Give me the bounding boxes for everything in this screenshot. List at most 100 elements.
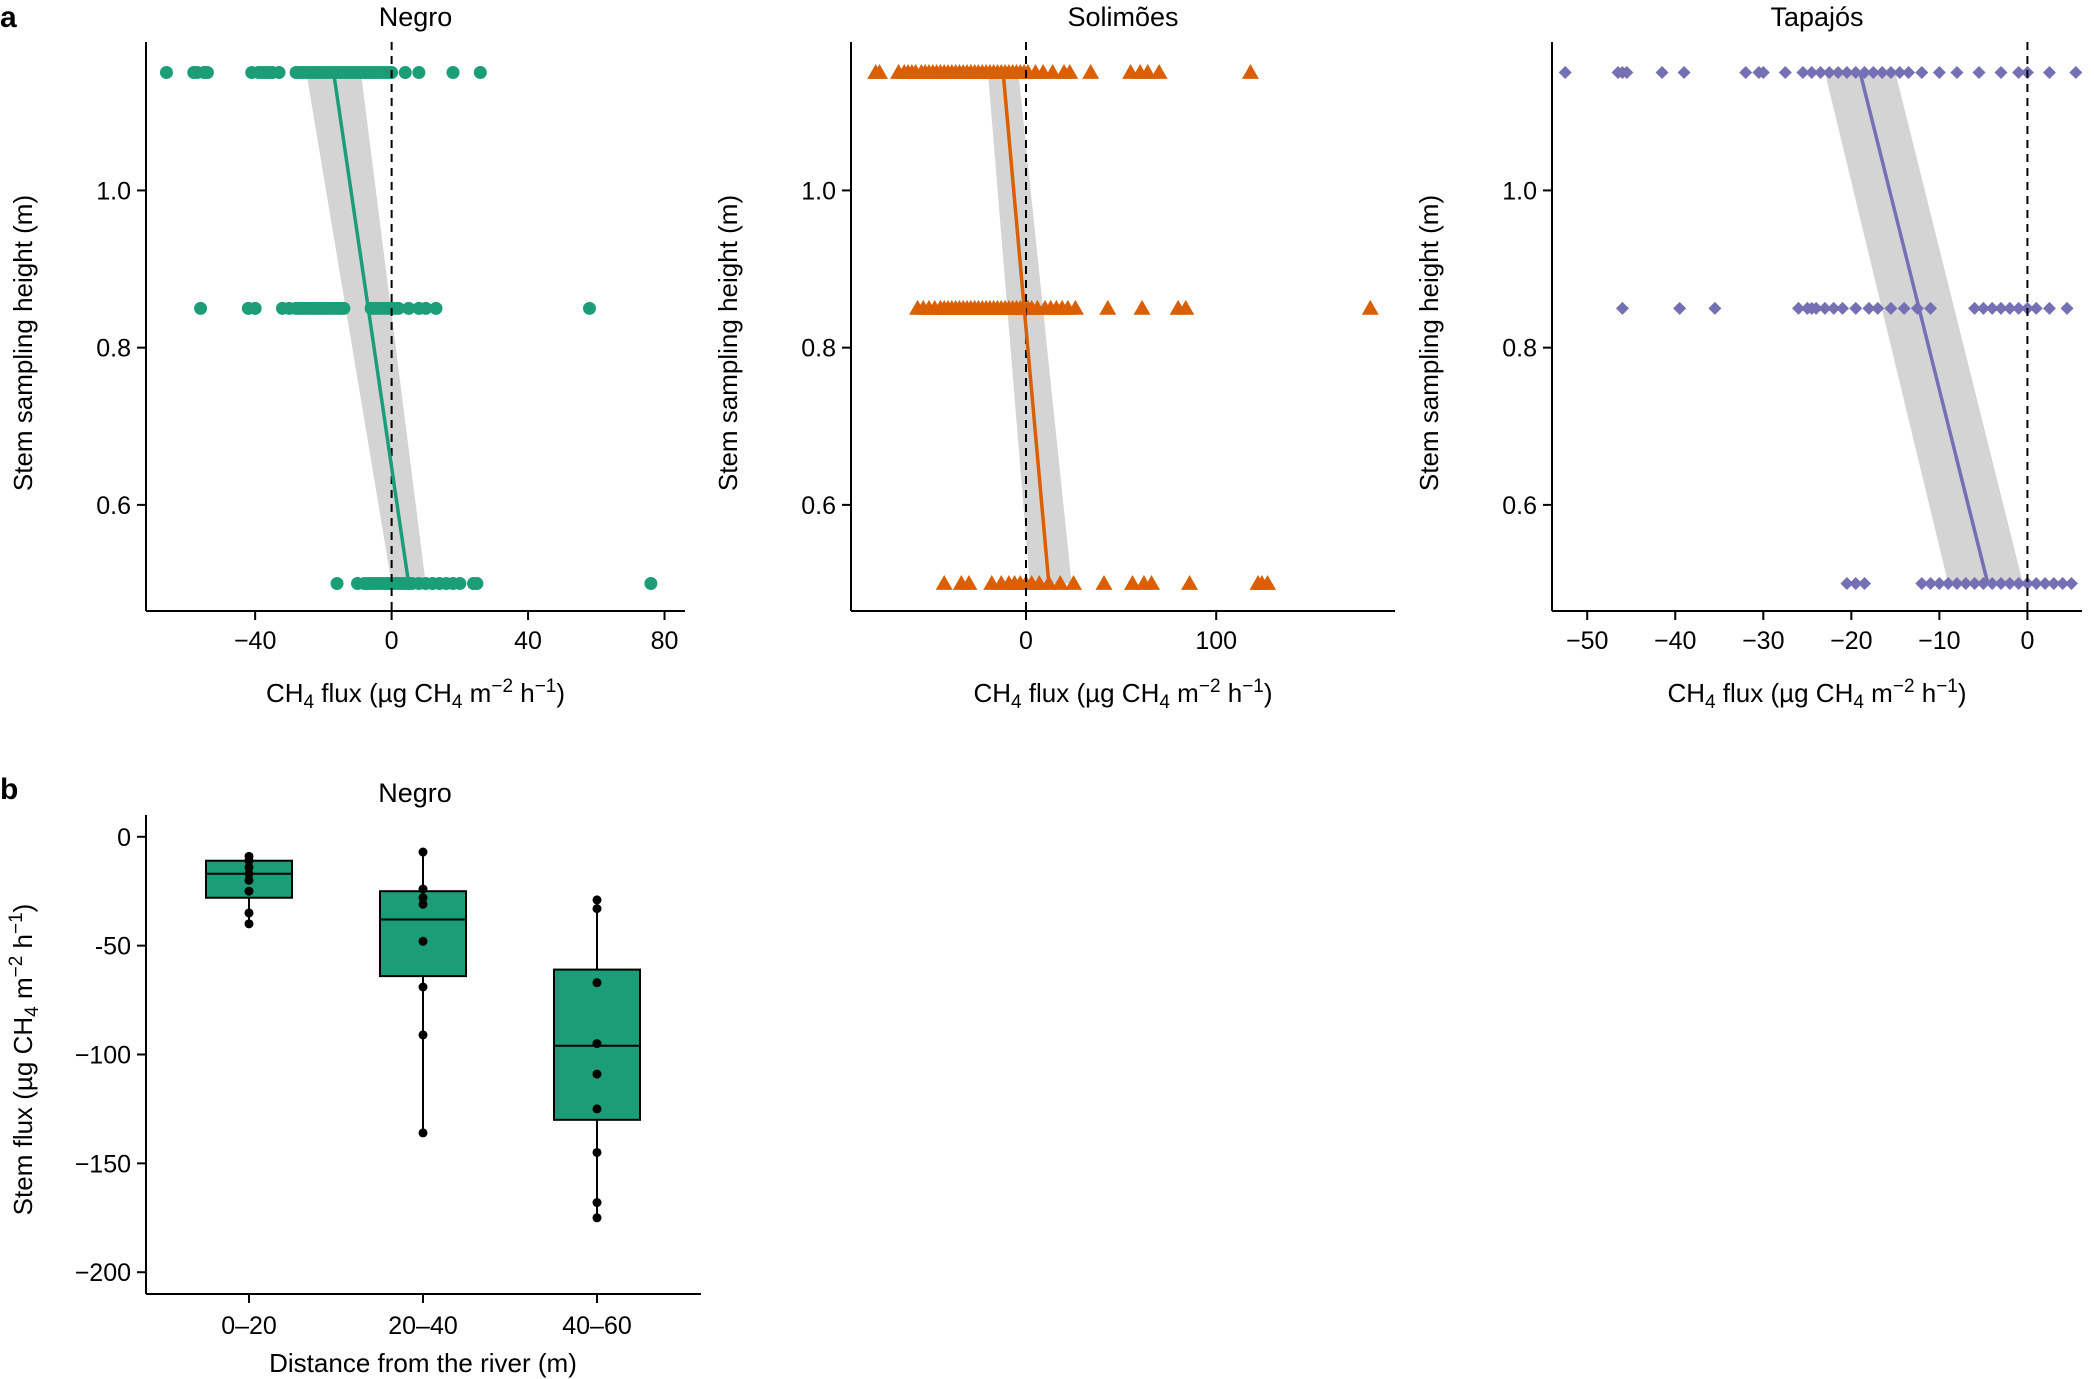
data-point-diamond [1836, 301, 1850, 315]
data-point-circle [429, 301, 443, 315]
y-axis-label: Stem sampling height (m) [8, 195, 38, 491]
data-point-diamond [2012, 66, 2026, 80]
data-point-diamond [1827, 301, 1841, 315]
data-point-diamond [2003, 576, 2017, 590]
boxplot-panel-negro: 0 -50 −100 −150 −200 0–20 20–40 40–60 Negro Dista… [6, 778, 701, 1378]
data-point-diamond [1840, 66, 1854, 80]
x-tick-label: 100 [1195, 627, 1237, 655]
data-point-diamond [1950, 576, 1964, 590]
label-part: ) [556, 678, 565, 708]
data-point-circle [330, 576, 344, 590]
data-point-triangle [1133, 299, 1151, 315]
data-point-diamond [1950, 66, 1964, 80]
data-point [418, 936, 428, 946]
label-part: −1 [6, 912, 27, 934]
data-point-diamond [1818, 301, 1832, 315]
data-point-diamond [1822, 66, 1836, 80]
y-tick-label: −150 [75, 1150, 131, 1178]
data-point-triangle [1099, 299, 1117, 315]
data-point [244, 862, 254, 872]
label-part: flux (µg CH [1022, 678, 1160, 708]
data-point [418, 899, 428, 909]
data-point-diamond [1756, 66, 1770, 80]
label-part: 4 [1853, 692, 1864, 713]
y-tick-label: 1.0 [801, 177, 836, 205]
data-point-diamond [1924, 301, 1938, 315]
data-point-circle [453, 576, 467, 590]
data-point [592, 978, 602, 988]
x-tick-label: 80 [651, 627, 679, 655]
data-point-triangle [1044, 64, 1062, 79]
label-part: −1 [1936, 676, 1958, 697]
data-point-diamond [1968, 576, 1982, 590]
data-point [418, 1030, 428, 1040]
label-part: Stem sampling height (m) [1414, 195, 1444, 491]
x-tick-label: 40 [514, 627, 542, 655]
y-tick-label: 0.8 [1502, 335, 1537, 363]
label-part: −2 [491, 676, 513, 697]
data-point-diamond [1976, 301, 1990, 315]
panel-letter-b: b [0, 773, 18, 806]
data-point [418, 847, 428, 857]
data-point-triangle [960, 574, 978, 590]
data-point-diamond [1897, 301, 1911, 315]
panel-title: Negro [379, 2, 453, 32]
x-tick-label: 0 [2020, 627, 2034, 655]
data-point-triangle [935, 574, 953, 590]
data-point-diamond [1884, 66, 1898, 80]
label-part: flux (µg CH [1716, 678, 1854, 708]
y-tick-label: −100 [75, 1042, 131, 1070]
data-point [244, 856, 254, 866]
data-point [592, 1147, 602, 1157]
label-part: −2 [6, 956, 27, 978]
y-tick-label: 0.6 [96, 492, 131, 520]
data-point-circle [446, 66, 460, 80]
data-point [418, 1128, 428, 1138]
data-point-circle [470, 576, 484, 590]
data-point-diamond [1915, 66, 1929, 80]
data-point-diamond [2060, 301, 2074, 315]
data-point-diamond [1985, 301, 1999, 315]
data-point-diamond [1884, 301, 1898, 315]
data-point-diamond [1677, 66, 1691, 80]
data-point-diamond [1932, 66, 1946, 80]
data-point [592, 1039, 602, 1049]
x-axis-label: Distance from the river (m) [269, 1348, 577, 1378]
data-point-diamond [1814, 66, 1828, 80]
data-point-diamond [1924, 576, 1938, 590]
data-point [244, 875, 254, 885]
data-point-diamond [1893, 66, 1907, 80]
data-point-diamond [1959, 576, 1973, 590]
data-point-triangle [1361, 299, 1379, 315]
panel-title: Tapajós [1770, 2, 1863, 32]
data-point-diamond [1875, 66, 1889, 80]
data-point-triangle [1139, 64, 1157, 79]
data-point-diamond [1871, 301, 1885, 315]
data-point-circle [419, 301, 433, 315]
x-axis-label: CH4 flux (µg CH4 m−2 h−1) [266, 676, 565, 713]
x-tick-label: −10 [1918, 627, 1960, 655]
data-point-diamond [2029, 576, 2043, 590]
x-tick-label: −30 [1742, 627, 1784, 655]
data-point-circle [248, 301, 262, 315]
y-tick-label: −200 [75, 1259, 131, 1287]
label-part: h [1221, 678, 1243, 708]
data-point-diamond [2056, 576, 2070, 590]
data-point-circle [412, 66, 426, 80]
data-point-diamond [2069, 66, 2083, 80]
x-tick-label: 0–20 [221, 1312, 277, 1340]
data-point-diamond [2038, 576, 2052, 590]
data-point-diamond [1792, 301, 1806, 315]
data-point [418, 982, 428, 992]
y-tick-label: -50 [95, 933, 131, 961]
data-point-diamond [1968, 301, 1982, 315]
x-tick-label: 0 [1019, 627, 1033, 655]
data-point-diamond [1932, 576, 1946, 590]
label-part: Stem flux (µg CH [8, 1017, 38, 1215]
data-point-triangle [1124, 574, 1142, 590]
data-point-diamond [1866, 66, 1880, 80]
data-point-diamond [1831, 66, 1845, 80]
y-tick-label: 1.0 [1502, 177, 1537, 205]
